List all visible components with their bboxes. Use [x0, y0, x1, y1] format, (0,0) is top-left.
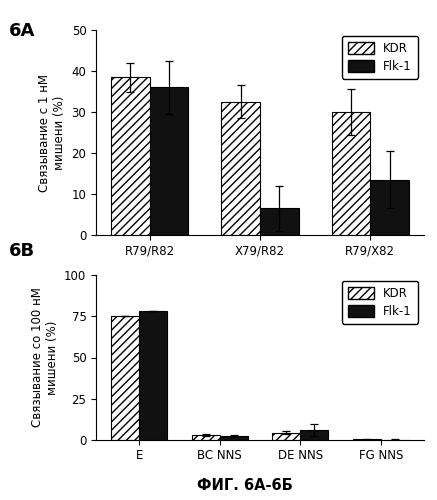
Text: ФИГ. 6А-6Б: ФИГ. 6А-6Б — [197, 478, 293, 492]
Y-axis label: Связывание с 1 нМ
мишени (%): Связывание с 1 нМ мишени (%) — [38, 74, 66, 192]
Bar — [222, 102, 260, 235]
Text: 6B: 6B — [9, 242, 35, 260]
Bar — [220, 436, 248, 440]
Bar — [111, 77, 149, 235]
Bar — [111, 316, 139, 440]
Y-axis label: Связывание со 100 нМ
мишени (%): Связывание со 100 нМ мишени (%) — [31, 288, 59, 428]
Bar — [300, 430, 329, 440]
Bar — [260, 208, 298, 235]
Bar — [371, 180, 409, 235]
Bar — [332, 112, 371, 235]
Bar — [149, 88, 188, 235]
Legend: KDR, Flk-1: KDR, Flk-1 — [342, 36, 418, 78]
Bar — [139, 312, 167, 440]
Legend: KDR, Flk-1: KDR, Flk-1 — [342, 281, 418, 324]
Text: 6A: 6A — [9, 22, 35, 40]
Bar — [272, 432, 300, 440]
Bar — [191, 435, 220, 440]
Bar — [353, 439, 381, 440]
